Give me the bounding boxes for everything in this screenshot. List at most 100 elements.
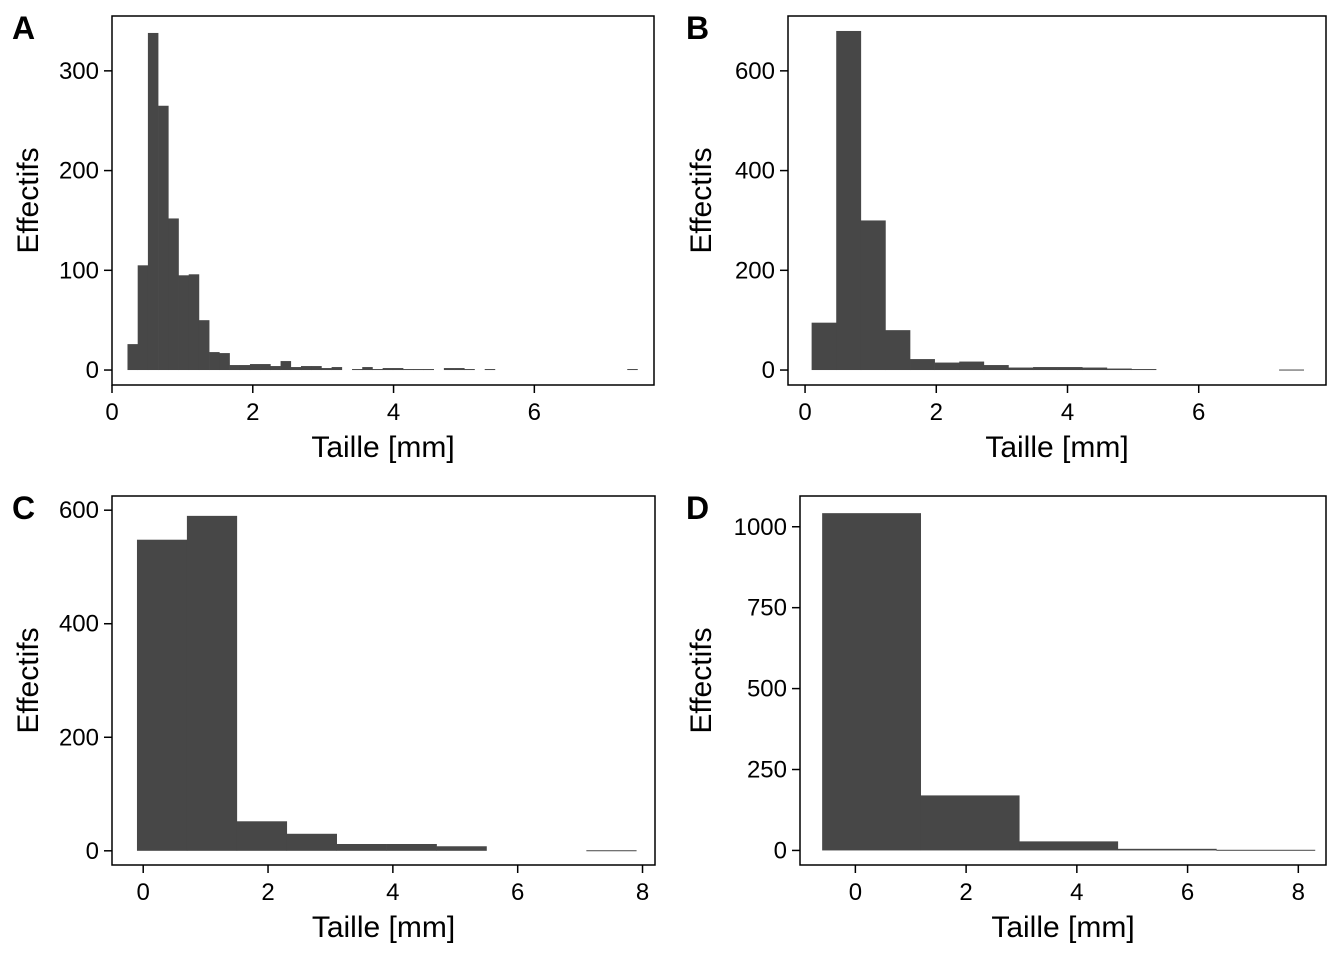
plot-frame-c [111,495,656,866]
y-axis-title-c: Effectifs [12,627,45,733]
y-tick-label-d-3: 750 [747,595,787,622]
bar-a-17 [300,366,312,371]
y-tick-label-c-1: 200 [59,724,99,751]
bar-b-12 [1106,368,1132,371]
x-tick-label-b-1: 2 [930,399,943,426]
y-tick-label-d-0: 0 [774,837,787,864]
bar-d-1 [920,795,1020,851]
bar-a-8 [209,352,220,371]
x-axis-title-c: Taille [mm] [312,911,455,944]
y-tick-label-c-2: 400 [59,611,99,638]
bar-c-3 [286,833,337,851]
x-tick-label-c-2: 4 [386,879,399,906]
bar-d-4 [1216,849,1316,851]
bar-a-7 [198,320,210,371]
y-axis-title-a: Effectifs [12,147,45,253]
x-tick-label-b-0: 0 [798,399,811,426]
bar-b-10 [1057,367,1083,371]
y-tick-label-a-0: 0 [86,357,99,384]
bar-a-28 [423,369,434,371]
bar-d-0 [822,513,922,851]
x-tick-label-d-0: 0 [849,879,862,906]
panel-letter-b: B [686,10,710,46]
x-axis-title-b: Taille [mm] [985,431,1128,464]
bar-a-29 [443,368,455,371]
bar-a-19 [321,368,332,371]
bar-b-2 [860,220,886,371]
x-tick-label-a-0: 0 [105,399,118,426]
bar-b-13 [1131,369,1157,371]
bar-a-13 [260,364,271,371]
x-tick-label-b-2: 4 [1061,399,1074,426]
bar-a-22 [362,367,373,371]
y-tick-label-d-2: 500 [747,676,787,703]
bar-c-2 [236,821,288,851]
y-tick-label-a-3: 300 [59,58,99,85]
bar-a-4 [168,218,179,371]
panel-d: 0 2 4 6 8 0 250 500 750 1000 Taille [mm] Effectifs [685,495,1327,944]
bar-a-11 [239,365,251,371]
panel-letter-a: A [12,10,36,46]
y-tick-label-c-0: 0 [86,838,99,865]
y-tick-label-d-4: 1000 [734,514,787,541]
bar-a-26 [403,369,414,371]
x-tick-label-d-4: 8 [1292,879,1305,906]
bar-a-6 [188,274,200,371]
y-tick-label-b-2: 400 [735,158,775,185]
x-tick-label-d-1: 2 [959,879,972,906]
plot-frame-b [787,15,1327,386]
panel-a: 0 2 4 6 0 100 200 300 Taille [mm] Effectifs [12,15,655,464]
y-tick-label-a-2: 200 [59,158,99,185]
bar-a-25 [392,368,404,371]
bar-b-14 [1279,369,1304,371]
x-axis-title-d: Taille [mm] [991,911,1134,944]
bar-b-5 [934,362,960,371]
bar-c-4 [336,843,387,851]
bar-c-7 [586,850,637,852]
y-axis-title-d: Effectifs [685,627,718,733]
panel-b: 0 2 4 6 0 200 400 600 Taille [mm] Effectifs [685,15,1327,464]
bar-b-4 [910,359,935,371]
x-tick-label-a-1: 2 [246,399,259,426]
x-tick-label-c-0: 0 [137,879,150,906]
bar-a-3 [158,105,169,371]
y-tick-label-b-1: 200 [735,257,775,284]
bar-a-30 [454,368,465,371]
x-tick-label-c-4: 8 [636,879,649,906]
bar-b-11 [1082,367,1108,371]
panel-letter-c: C [12,490,36,526]
bar-a-21 [352,369,363,371]
bar-a-14 [270,366,281,371]
x-axis-title-a: Taille [mm] [311,431,454,464]
bar-b-3 [885,330,911,371]
x-tick-label-a-3: 6 [528,399,541,426]
x-tick-label-d-2: 4 [1070,879,1083,906]
x-tick-label-c-3: 6 [511,879,524,906]
bar-a-9 [219,353,230,371]
bar-a-10 [229,365,241,371]
bar-d-3 [1117,848,1217,851]
bar-a-20 [331,367,343,371]
bar-b-9 [1033,367,1058,371]
panel-c: 0 2 4 6 8 0 200 400 600 Taille [mm] Effectifs [12,495,656,944]
bar-a-1 [137,265,149,371]
bar-a-32 [484,369,496,371]
y-tick-label-d-1: 250 [747,757,787,784]
bar-a-5 [178,275,190,371]
y-tick-label-a-1: 100 [59,257,99,284]
x-tick-label-a-2: 4 [387,399,400,426]
bar-d-2 [1019,841,1119,851]
x-tick-label-d-3: 6 [1181,879,1194,906]
bar-b-7 [983,365,1009,371]
bar-a-12 [249,364,261,371]
bar-a-15 [280,361,292,371]
bar-a-16 [290,367,302,371]
bar-c-5 [386,843,437,851]
bar-b-0 [811,322,837,371]
bar-a-2 [147,32,159,371]
y-tick-label-c-3: 600 [59,497,99,524]
bar-b-8 [1008,367,1034,371]
panel-letter-d: D [686,490,710,526]
